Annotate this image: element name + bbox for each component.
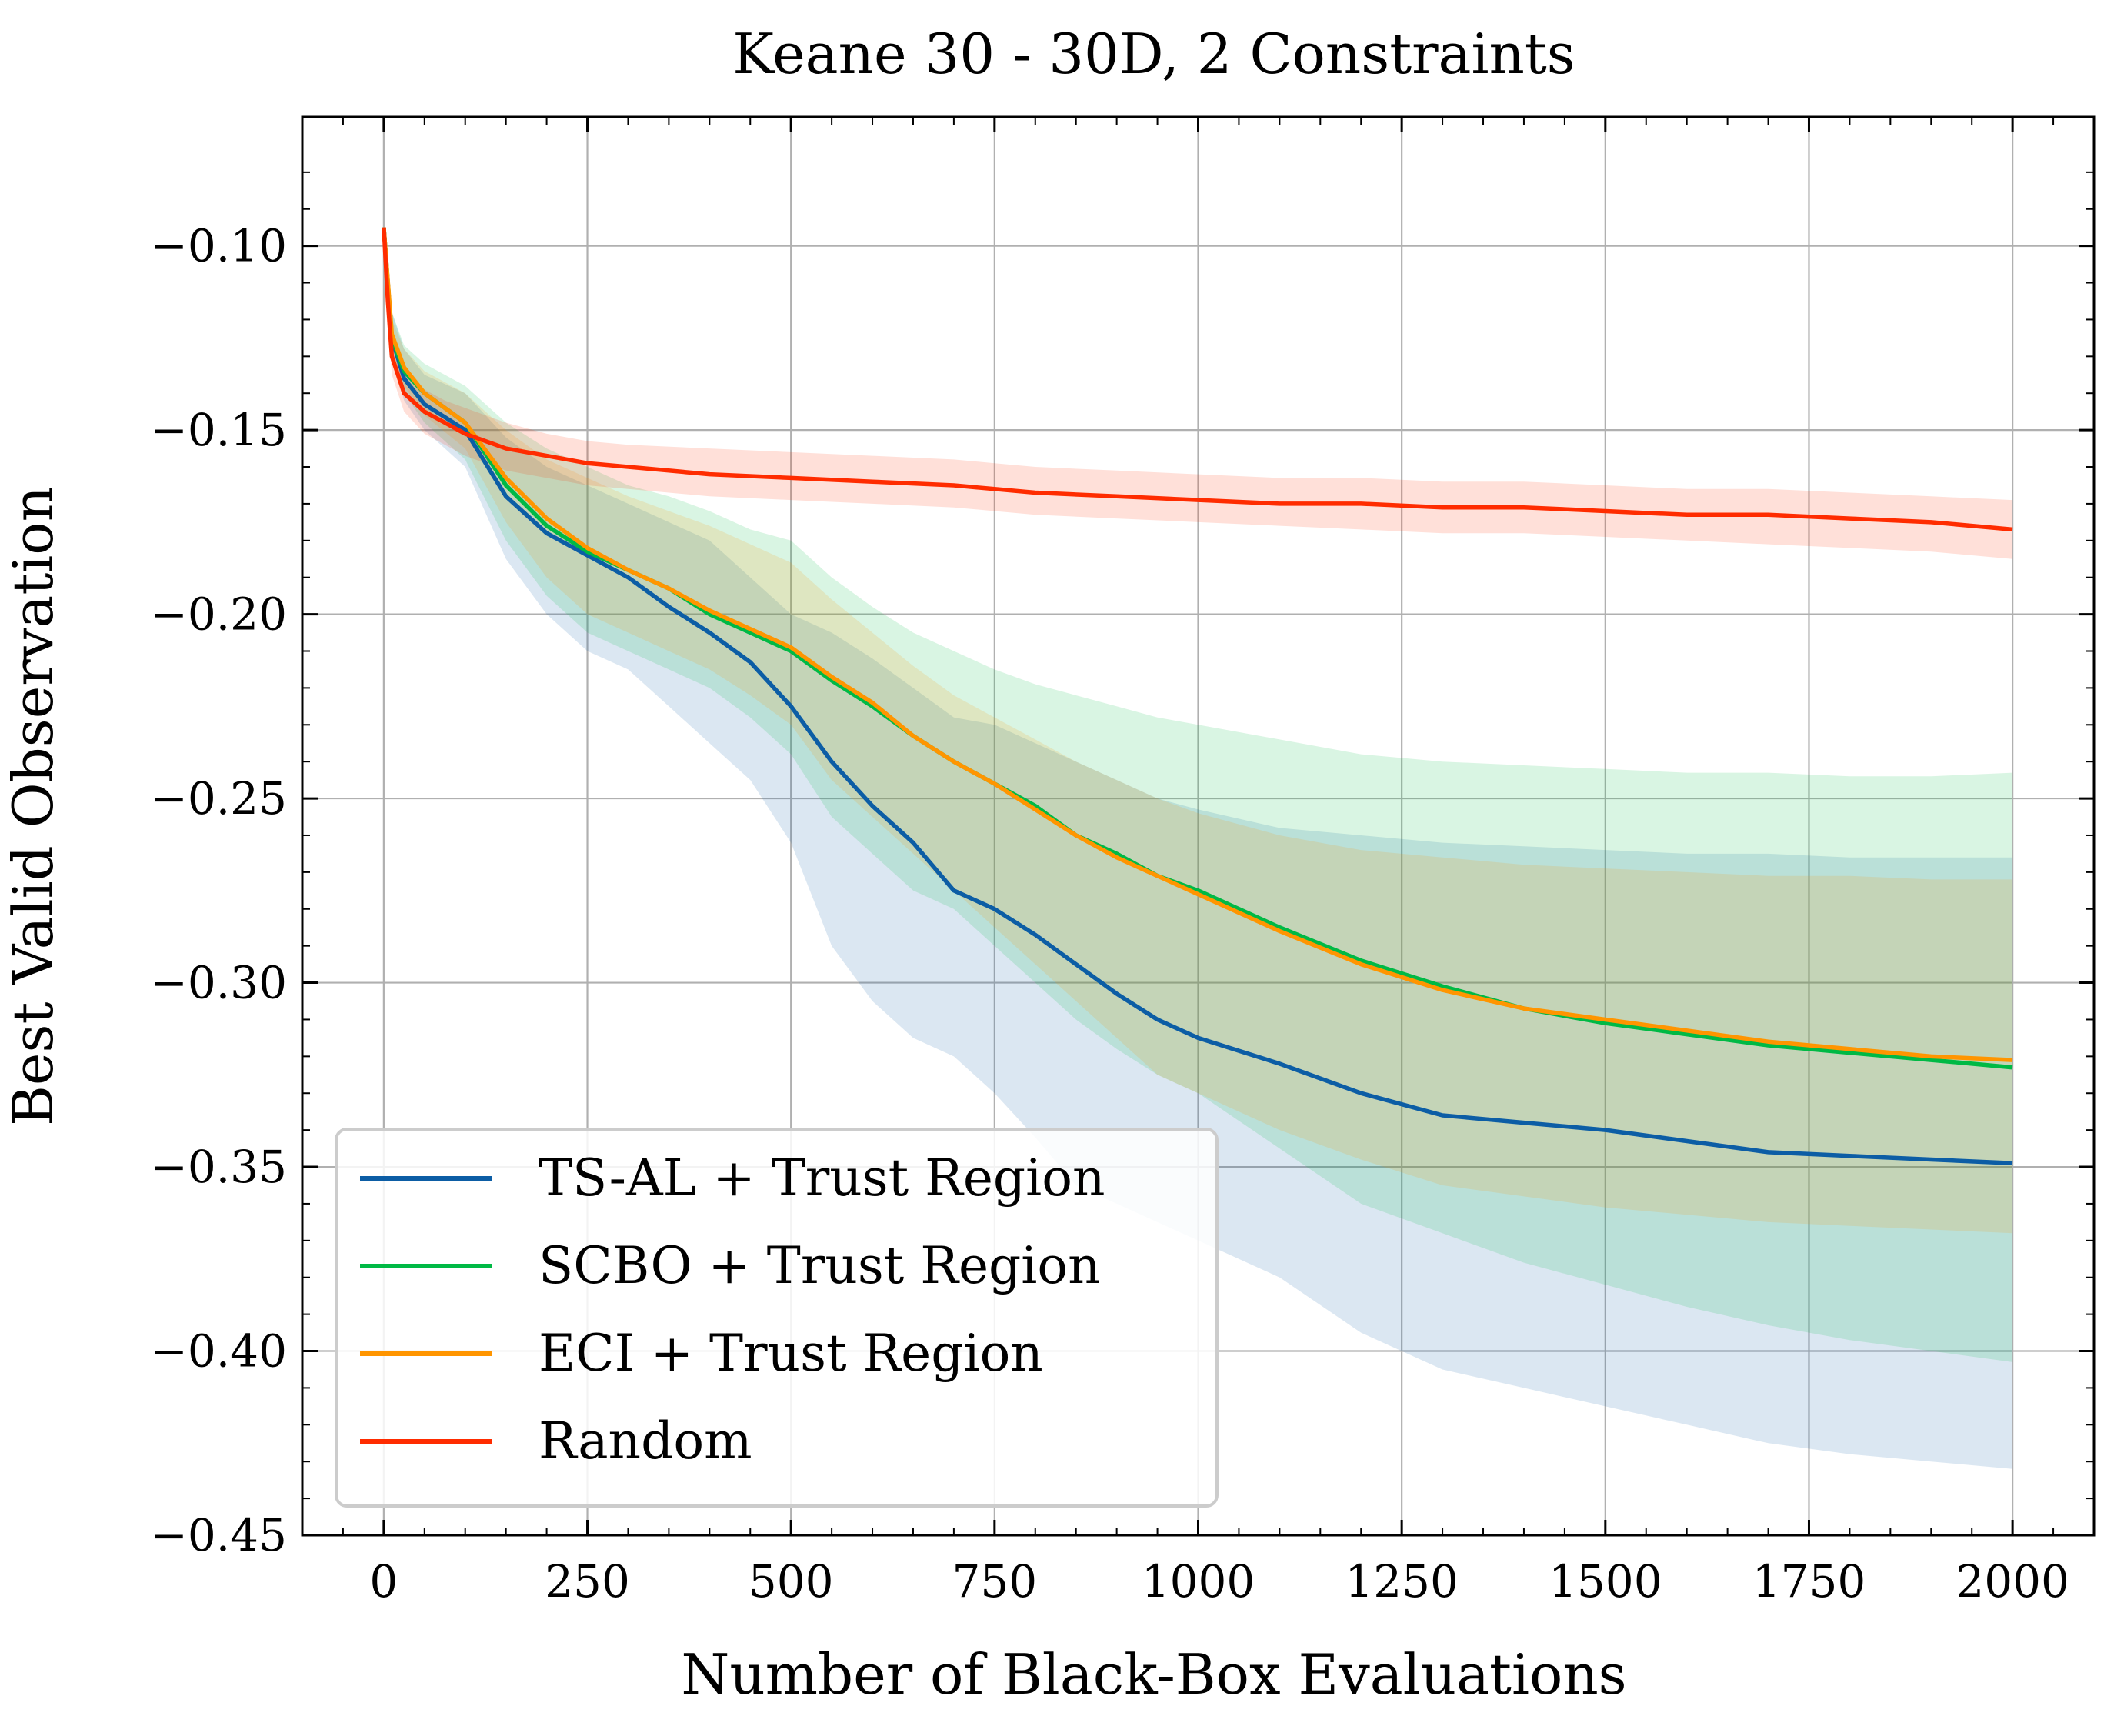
- x-tick-label: 1250: [1345, 1555, 1459, 1608]
- series-line: [382, 227, 2013, 1062]
- y-axis-title: Best Valid Observation: [1, 486, 65, 1126]
- series-line: [382, 227, 2013, 532]
- x-tick-label: 750: [952, 1555, 1037, 1608]
- confidence-band: [383, 227, 2013, 1469]
- legend-label: TS-AL + Trust Region: [539, 1148, 1105, 1208]
- ticks: 0 250 500 750 1000 1250 1500 1750 2000 −0.10 −0.15…: [150, 117, 2094, 1608]
- x-tick-label: 250: [545, 1555, 630, 1608]
- y-tick-label: −0.30: [150, 957, 287, 1009]
- y-tick-label: −0.25: [150, 772, 287, 825]
- x-tick-label: 0: [369, 1555, 398, 1608]
- y-tick-label: −0.35: [150, 1141, 287, 1193]
- legend: TS-AL + Trust Region SCBO + Trust Region E…: [335, 1128, 1219, 1508]
- legend-label: SCBO + Trust Region: [539, 1236, 1101, 1295]
- y-tick-label: −0.45: [150, 1509, 287, 1561]
- x-tick-label: 500: [749, 1555, 834, 1608]
- legend-label: ECI + Trust Region: [539, 1324, 1043, 1383]
- chart-title: Keane 30 - 30D, 2 Constraints: [732, 22, 1575, 86]
- series-lines: [382, 227, 2013, 1165]
- x-tick-label: 1750: [1752, 1555, 1866, 1608]
- confidence-band: [383, 227, 2013, 1362]
- legend-box: [335, 1128, 1219, 1508]
- x-axis-title: Number of Black-Box Evaluations: [681, 1642, 1626, 1707]
- confidence-band: [383, 227, 2013, 1234]
- x-tick-label: 2000: [1956, 1555, 2069, 1608]
- series-line: [382, 227, 2013, 1165]
- y-tick-label: −0.40: [150, 1325, 287, 1378]
- y-tick-label: −0.20: [150, 588, 287, 641]
- x-tick-label: 1000: [1142, 1555, 1255, 1608]
- y-tick-label: −0.10: [150, 220, 287, 272]
- y-tick-label: −0.15: [150, 404, 287, 456]
- legend-label: Random: [539, 1411, 752, 1471]
- x-tick-label: 1500: [1549, 1555, 1662, 1608]
